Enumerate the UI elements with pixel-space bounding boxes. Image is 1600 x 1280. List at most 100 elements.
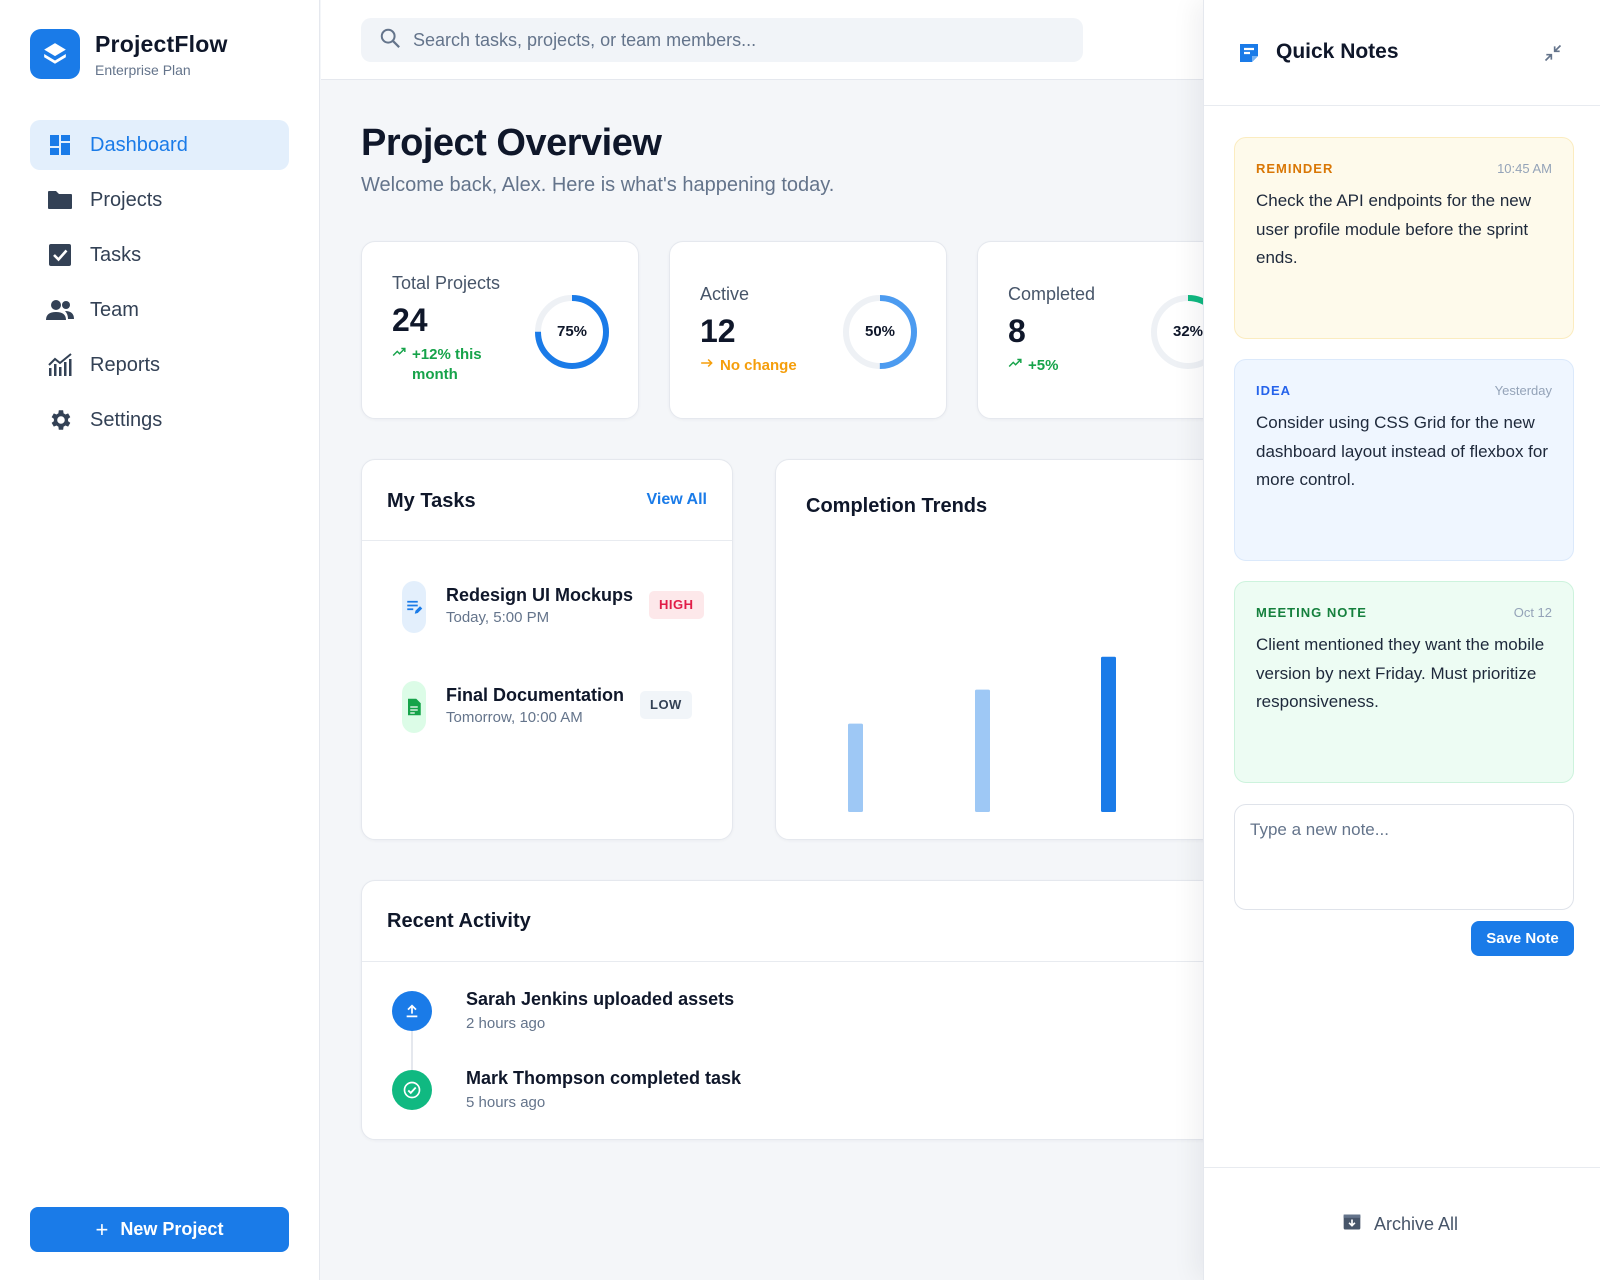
recent-activity-panel: Recent Activity Sarah Jenkins uploaded a… bbox=[361, 880, 1241, 1140]
view-all-link[interactable]: View All bbox=[646, 491, 707, 508]
sidebar-item-settings[interactable]: Settings bbox=[30, 395, 289, 445]
sidebar-item-team[interactable]: Team bbox=[30, 285, 289, 335]
sidebar: ProjectFlow Enterprise Plan Dashboard Pr… bbox=[0, 0, 320, 1280]
quick-notes-drawer: Quick Notes REMINDER 10:45 AM Check the … bbox=[1203, 0, 1600, 1280]
stat-trend: +5% bbox=[1008, 356, 1118, 376]
stat-label: Active bbox=[700, 284, 750, 304]
upload-icon bbox=[392, 991, 432, 1031]
note-card[interactable]: MEETING NOTE Oct 12 Client mentioned the… bbox=[1234, 581, 1574, 783]
search-icon bbox=[379, 27, 401, 54]
progress-ring-fill bbox=[843, 295, 917, 369]
search-bar[interactable] bbox=[361, 18, 1083, 62]
trend-bar[interactable] bbox=[975, 689, 990, 812]
progress-ring-label: 75% bbox=[556, 323, 588, 340]
activity-time: 5 hours ago bbox=[466, 1094, 546, 1111]
divider bbox=[362, 961, 1240, 962]
stat-value: 12 bbox=[700, 313, 736, 349]
note-time: Oct 12 bbox=[1513, 605, 1552, 620]
stat-label: Completed bbox=[1008, 284, 1096, 304]
archive-all-button[interactable]: Archive All bbox=[1342, 1212, 1458, 1237]
priority-badge: LOW bbox=[640, 691, 692, 719]
task-title: Redesign UI Mockups bbox=[446, 585, 634, 605]
stat-trend: No change bbox=[700, 356, 810, 376]
drawer-footer: Archive All bbox=[1204, 1167, 1600, 1280]
page-title: Project Overview bbox=[361, 122, 662, 164]
sidebar-item-label: Projects bbox=[90, 188, 163, 211]
search-input[interactable] bbox=[413, 29, 1053, 51]
minimize-icon[interactable] bbox=[1543, 43, 1563, 68]
sidebar-item-dashboard[interactable]: Dashboard bbox=[30, 120, 289, 170]
note-body: Client mentioned they want the mobile ve… bbox=[1256, 635, 1545, 711]
team-icon bbox=[46, 296, 74, 324]
sidebar-item-reports[interactable]: Reports bbox=[30, 340, 289, 390]
sidebar-item-label: Tasks bbox=[90, 243, 142, 266]
brand-name: ProjectFlow bbox=[95, 30, 228, 57]
trending-up-icon bbox=[392, 345, 406, 365]
panel-title: Recent Activity bbox=[387, 910, 531, 932]
timeline-line bbox=[411, 1031, 413, 1075]
new-project-label: New Project bbox=[120, 1219, 224, 1239]
stat-label: Total Projects bbox=[392, 273, 501, 293]
page-subtitle: Welcome back, Alex. Here is what's happe… bbox=[361, 174, 835, 196]
note-tag: IDEA bbox=[1256, 383, 1292, 398]
note-card[interactable]: REMINDER 10:45 AM Check the API endpoint… bbox=[1234, 137, 1574, 339]
sidebar-item-label: Dashboard bbox=[90, 133, 188, 156]
progress-ring-label: 32% bbox=[1172, 323, 1204, 340]
checkbox-icon bbox=[46, 241, 74, 269]
check-circle-icon bbox=[392, 1070, 432, 1110]
gear-icon bbox=[46, 406, 74, 434]
sidebar-item-tasks[interactable]: Tasks bbox=[30, 230, 289, 280]
note-body: Check the API endpoints for the new user… bbox=[1256, 191, 1532, 267]
activity-title: Sarah Jenkins uploaded assets bbox=[466, 989, 735, 1009]
trending-up-icon bbox=[1008, 356, 1022, 376]
progress-ring-label: 50% bbox=[864, 323, 896, 340]
dashboard-icon bbox=[46, 131, 74, 159]
activity-time: 2 hours ago bbox=[466, 1015, 546, 1032]
brand-plan: Enterprise Plan bbox=[95, 61, 191, 78]
note-tag: REMINDER bbox=[1256, 161, 1334, 176]
sidebar-item-projects[interactable]: Projects bbox=[30, 175, 289, 225]
completion-trends-chart bbox=[848, 656, 1116, 812]
drawer-title: Quick Notes bbox=[1276, 40, 1399, 63]
task-item[interactable]: Final Documentation Tomorrow, 10:00 AM bbox=[402, 681, 702, 741]
plus-icon: + bbox=[95, 1216, 109, 1242]
arrow-right-icon bbox=[700, 356, 714, 376]
notes-icon bbox=[1237, 41, 1261, 70]
sidebar-item-label: Team bbox=[90, 298, 139, 321]
sidebar-nav: Dashboard Projects Tasks Team Reports bbox=[30, 120, 289, 450]
stat-trend-text: +12% this month bbox=[412, 346, 482, 383]
stat-value: 24 bbox=[392, 302, 428, 338]
note-time: Yesterday bbox=[1494, 383, 1552, 398]
task-item[interactable]: Redesign UI Mockups Today, 5:00 PM bbox=[402, 581, 702, 641]
priority-badge: HIGH bbox=[649, 591, 704, 619]
drawer-header: Quick Notes bbox=[1204, 0, 1600, 106]
trend-bar[interactable] bbox=[848, 723, 863, 812]
note-card[interactable]: IDEA Yesterday Consider using CSS Grid f… bbox=[1234, 359, 1574, 561]
stat-trend-text: No change bbox=[720, 357, 797, 374]
progress-ring-fill bbox=[535, 295, 609, 369]
folder-icon bbox=[46, 186, 74, 214]
trend-bar[interactable] bbox=[1101, 656, 1116, 812]
new-project-button[interactable]: + New Project bbox=[30, 1207, 289, 1252]
note-body: Consider using CSS Grid for the new dash… bbox=[1256, 413, 1549, 489]
main-content: Project Overview Welcome back, Alex. Her… bbox=[321, 80, 1600, 1280]
task-due: Today, 5:00 PM bbox=[446, 609, 550, 626]
edit-document-icon bbox=[402, 581, 426, 633]
stat-card-total-projects[interactable]: Total Projects 24 +12% this month 75% bbox=[361, 241, 639, 419]
document-icon bbox=[402, 681, 426, 733]
progress-ring bbox=[843, 295, 917, 369]
my-tasks-panel: My Tasks View All Redesign UI Mockups To… bbox=[361, 459, 733, 840]
stat-trend-text: +5% bbox=[1028, 357, 1059, 374]
progress-ring bbox=[535, 295, 609, 369]
note-tag: MEETING NOTE bbox=[1256, 605, 1367, 620]
completion-trends-panel: Completion Trends bbox=[775, 459, 1235, 840]
brand[interactable]: ProjectFlow Enterprise Plan bbox=[30, 29, 228, 79]
sidebar-item-label: Settings bbox=[90, 408, 163, 431]
stat-card-active[interactable]: Active 12 No change 50% bbox=[669, 241, 947, 419]
save-note-button[interactable]: Save Note bbox=[1471, 921, 1574, 956]
task-due: Tomorrow, 10:00 AM bbox=[446, 709, 583, 726]
divider bbox=[362, 540, 732, 541]
panel-title: My Tasks bbox=[387, 490, 476, 512]
panel-title: Completion Trends bbox=[806, 495, 988, 517]
new-note-input[interactable] bbox=[1234, 804, 1574, 910]
